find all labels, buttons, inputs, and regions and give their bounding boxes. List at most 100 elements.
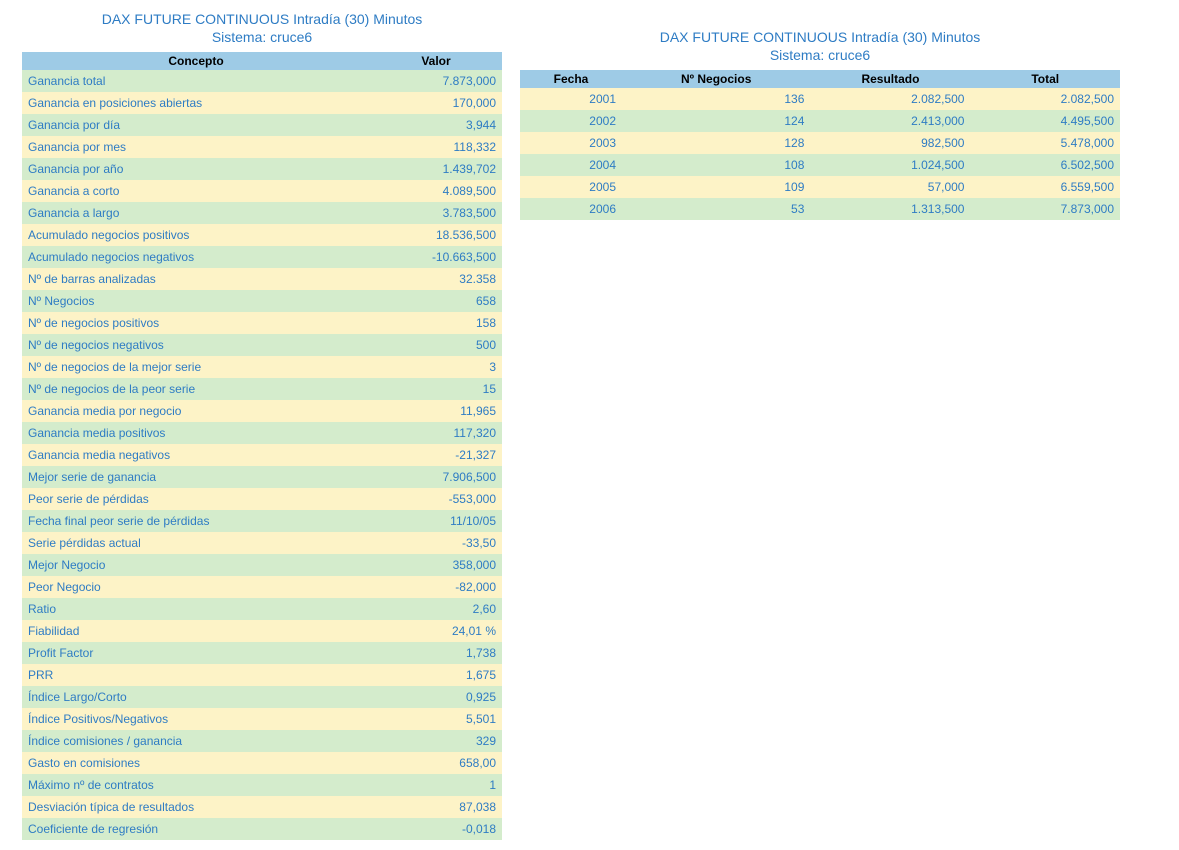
summary-value: 1,675	[370, 664, 502, 686]
summary-row: Ganancia por mes118,332	[22, 136, 502, 158]
summary-row: Fecha final peor serie de pérdidas11/10/…	[22, 510, 502, 532]
yearly-cell-fecha: 2003	[520, 132, 622, 154]
yearly-cell-fecha: 2001	[520, 88, 622, 110]
yearly-row: 200510957,0006.559,500	[520, 176, 1120, 198]
summary-row: Ganancia por año1.439,702	[22, 158, 502, 180]
summary-concept: Nº de negocios negativos	[22, 334, 370, 356]
yearly-cell-tot: 2.082,500	[970, 88, 1120, 110]
summary-concept: Ratio	[22, 598, 370, 620]
summary-value: -33,50	[370, 532, 502, 554]
yearly-cell-res: 2.082,500	[810, 88, 970, 110]
yearly-cell-fecha: 2005	[520, 176, 622, 198]
summary-row: Máximo nº de contratos1	[22, 774, 502, 796]
summary-concept: Acumulado negocios negativos	[22, 246, 370, 268]
summary-row: Índice Positivos/Negativos5,501	[22, 708, 502, 730]
summary-concept: Ganancia media por negocio	[22, 400, 370, 422]
summary-concept: Profit Factor	[22, 642, 370, 664]
yearly-cell-tot: 6.559,500	[970, 176, 1120, 198]
summary-concept: Ganancia media negativos	[22, 444, 370, 466]
summary-row: Ganancia en posiciones abiertas170,000	[22, 92, 502, 114]
summary-col-value: Valor	[370, 52, 502, 70]
yearly-cell-tot: 5.478,000	[970, 132, 1120, 154]
summary-concept: Nº de negocios de la peor serie	[22, 378, 370, 400]
summary-value: -0,018	[370, 818, 502, 840]
yearly-col-negocios: Nº Negocios	[622, 70, 810, 88]
summary-value: 7.906,500	[370, 466, 502, 488]
summary-concept: Ganancia a largo	[22, 202, 370, 224]
yearly-row: 2003128982,5005.478,000	[520, 132, 1120, 154]
summary-row: Ganancia a corto4.089,500	[22, 180, 502, 202]
yearly-row: 20011362.082,5002.082,500	[520, 88, 1120, 110]
summary-value: 329	[370, 730, 502, 752]
summary-row: Mejor Negocio358,000	[22, 554, 502, 576]
summary-value: 118,332	[370, 136, 502, 158]
yearly-cell-res: 1.024,500	[810, 154, 970, 176]
summary-concept: Fecha final peor serie de pérdidas	[22, 510, 370, 532]
summary-row: Ganancia media positivos117,320	[22, 422, 502, 444]
summary-col-concept: Concepto	[22, 52, 370, 70]
summary-concept: Fiabilidad	[22, 620, 370, 642]
summary-value: 0,925	[370, 686, 502, 708]
summary-concept: Máximo nº de contratos	[22, 774, 370, 796]
summary-concept: Ganancia total	[22, 70, 370, 92]
summary-value: 658	[370, 290, 502, 312]
yearly-panel: DAX FUTURE CONTINUOUS Intradía (30) Minu…	[520, 28, 1120, 220]
summary-value: 15	[370, 378, 502, 400]
summary-concept: Ganancia en posiciones abiertas	[22, 92, 370, 114]
summary-header-row: Concepto Valor	[22, 52, 502, 70]
summary-value: 3.783,500	[370, 202, 502, 224]
summary-concept: Nº de negocios de la mejor serie	[22, 356, 370, 378]
summary-row: Índice Largo/Corto0,925	[22, 686, 502, 708]
summary-row: Nº de negocios positivos158	[22, 312, 502, 334]
yearly-col-fecha: Fecha	[520, 70, 622, 88]
summary-concept: Índice Largo/Corto	[22, 686, 370, 708]
summary-row: Nº de negocios de la peor serie15	[22, 378, 502, 400]
summary-row: Desviación típica de resultados87,038	[22, 796, 502, 818]
summary-row: Profit Factor1,738	[22, 642, 502, 664]
summary-concept: Desviación típica de resultados	[22, 796, 370, 818]
yearly-cell-neg: 109	[622, 176, 810, 198]
summary-row: Acumulado negocios negativos-10.663,500	[22, 246, 502, 268]
summary-concept: Ganancia por mes	[22, 136, 370, 158]
summary-concept: Peor Negocio	[22, 576, 370, 598]
summary-value: 3	[370, 356, 502, 378]
yearly-cell-neg: 136	[622, 88, 810, 110]
summary-value: 358,000	[370, 554, 502, 576]
summary-row: Ganancia media por negocio11,965	[22, 400, 502, 422]
summary-row: PRR1,675	[22, 664, 502, 686]
summary-value: -21,327	[370, 444, 502, 466]
summary-value: 170,000	[370, 92, 502, 114]
yearly-col-total: Total	[970, 70, 1120, 88]
summary-concept: Mejor serie de ganancia	[22, 466, 370, 488]
summary-concept: Índice comisiones / ganancia	[22, 730, 370, 752]
summary-value: 3,944	[370, 114, 502, 136]
summary-concept: Serie pérdidas actual	[22, 532, 370, 554]
summary-value: -82,000	[370, 576, 502, 598]
summary-row: Gasto en comisiones658,00	[22, 752, 502, 774]
summary-concept: Coeficiente de regresión	[22, 818, 370, 840]
summary-row: Ganancia por día3,944	[22, 114, 502, 136]
summary-concept: Ganancia a corto	[22, 180, 370, 202]
yearly-cell-res: 2.413,000	[810, 110, 970, 132]
yearly-cell-fecha: 2004	[520, 154, 622, 176]
summary-value: 4.089,500	[370, 180, 502, 202]
summary-value: 1	[370, 774, 502, 796]
summary-row: Mejor serie de ganancia7.906,500	[22, 466, 502, 488]
summary-panel: DAX FUTURE CONTINUOUS Intradía (30) Minu…	[22, 10, 502, 840]
summary-value: 32.358	[370, 268, 502, 290]
yearly-title: DAX FUTURE CONTINUOUS Intradía (30) Minu…	[520, 28, 1120, 64]
yearly-cell-neg: 108	[622, 154, 810, 176]
summary-concept: Ganancia por año	[22, 158, 370, 180]
yearly-col-resultado: Resultado	[810, 70, 970, 88]
summary-value: 500	[370, 334, 502, 356]
summary-row: Coeficiente de regresión-0,018	[22, 818, 502, 840]
yearly-title-line1: DAX FUTURE CONTINUOUS Intradía (30) Minu…	[660, 29, 981, 45]
summary-row: Acumulado negocios positivos18.536,500	[22, 224, 502, 246]
summary-concept: Mejor Negocio	[22, 554, 370, 576]
summary-concept: Nº de barras analizadas	[22, 268, 370, 290]
summary-row: Peor serie de pérdidas-553,000	[22, 488, 502, 510]
summary-title: DAX FUTURE CONTINUOUS Intradía (30) Minu…	[22, 10, 502, 46]
summary-row: Nº Negocios658	[22, 290, 502, 312]
summary-concept: Gasto en comisiones	[22, 752, 370, 774]
yearly-cell-neg: 53	[622, 198, 810, 220]
